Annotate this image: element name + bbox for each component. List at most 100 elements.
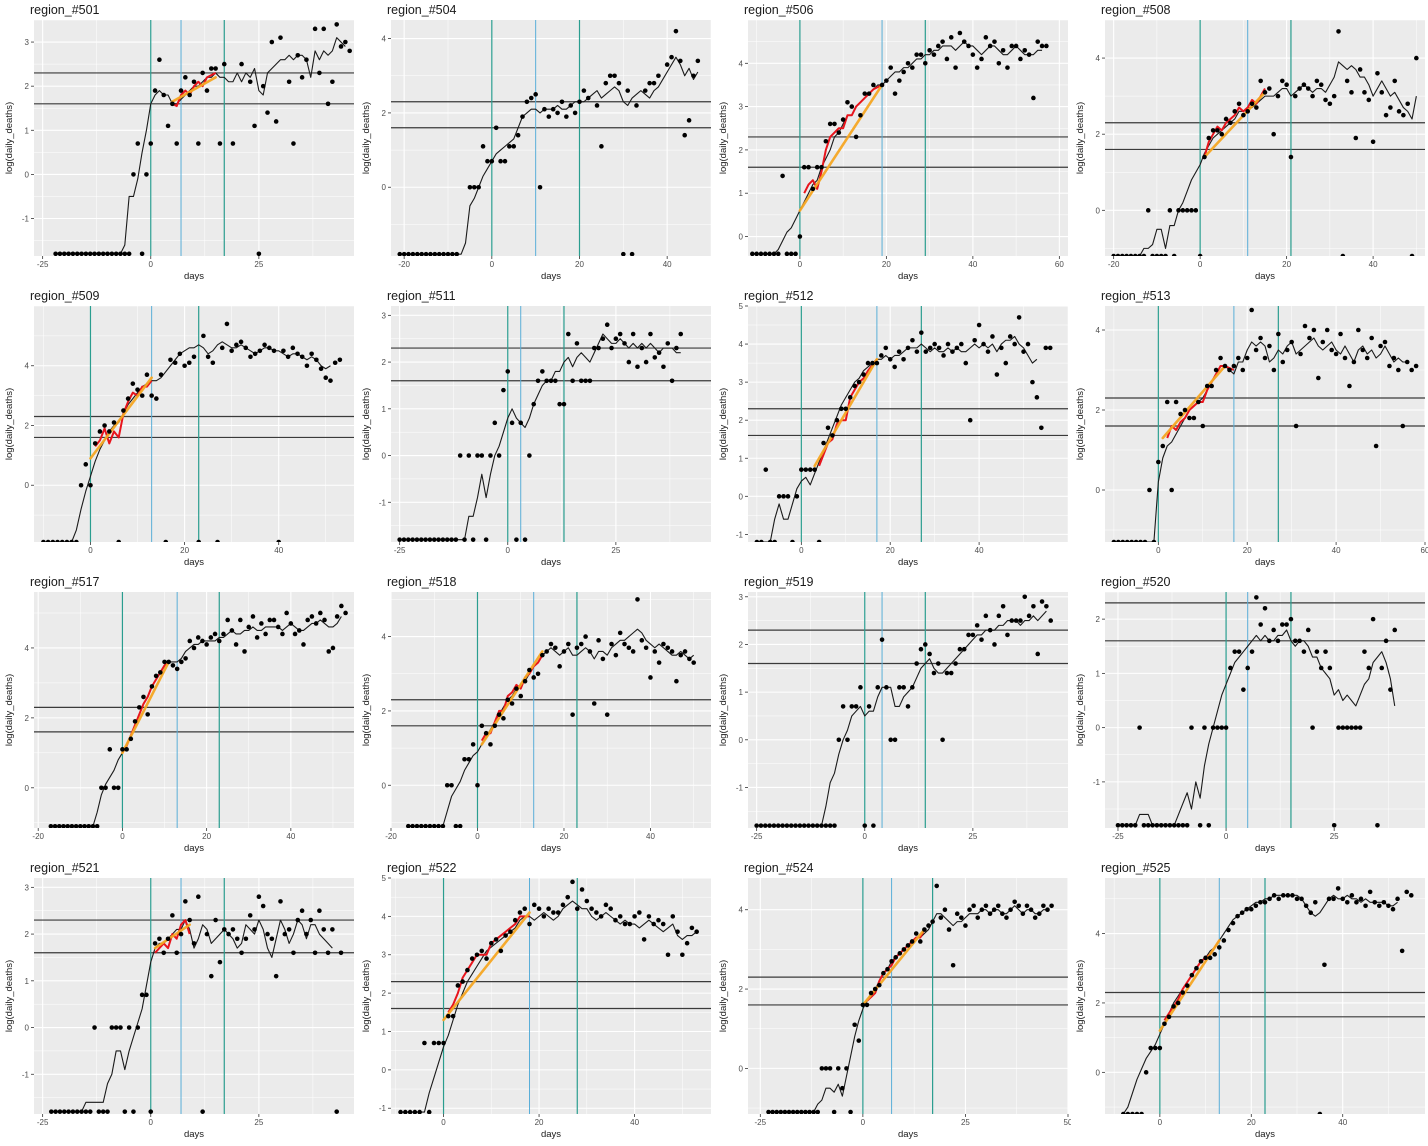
plot-area bbox=[1105, 592, 1425, 828]
data-point bbox=[613, 336, 619, 342]
data-point bbox=[157, 57, 162, 63]
data-point bbox=[1200, 423, 1206, 429]
data-point bbox=[243, 345, 249, 351]
data-point bbox=[107, 747, 113, 752]
data-point bbox=[1044, 43, 1049, 49]
data-point bbox=[475, 782, 480, 788]
data-point bbox=[262, 342, 267, 348]
chart-panel: region_#521 -25 0 25 -1 0 1 2 3 days log(daily_dea… bbox=[4, 861, 354, 1140]
data-point bbox=[457, 453, 463, 458]
y-axis-label: log(daily_deaths) bbox=[718, 102, 729, 174]
data-point bbox=[527, 667, 532, 673]
data-point bbox=[596, 638, 601, 643]
data-point bbox=[1218, 355, 1223, 361]
data-point bbox=[778, 1109, 784, 1114]
data-point bbox=[1157, 1045, 1163, 1051]
data-point bbox=[444, 782, 450, 788]
data-point bbox=[339, 603, 344, 609]
data-point bbox=[540, 652, 545, 658]
data-point bbox=[1297, 638, 1302, 644]
data-point bbox=[128, 736, 134, 742]
data-point bbox=[115, 785, 121, 791]
data-point bbox=[170, 663, 176, 668]
data-point bbox=[312, 26, 318, 32]
data-point bbox=[187, 917, 192, 923]
data-point bbox=[1248, 906, 1254, 912]
data-point bbox=[1349, 893, 1355, 898]
data-point bbox=[1194, 965, 1199, 971]
data-point bbox=[970, 632, 976, 638]
data-point bbox=[896, 349, 902, 354]
plot-panel bbox=[748, 878, 1068, 1114]
data-point bbox=[594, 910, 599, 915]
data-point bbox=[265, 110, 270, 115]
y-tick-label: 2 bbox=[739, 985, 744, 994]
data-point bbox=[183, 656, 188, 661]
chart-panel: region_#518 -20 0 20 40 0 2 4 days log(daily_deat… bbox=[361, 575, 711, 854]
data-point bbox=[1210, 128, 1216, 133]
data-point bbox=[546, 114, 552, 119]
x-tick-label: -25 bbox=[755, 1118, 767, 1127]
data-point bbox=[888, 65, 894, 70]
data-point bbox=[406, 251, 411, 256]
data-point bbox=[488, 940, 494, 946]
data-point bbox=[661, 641, 666, 647]
data-point bbox=[1226, 927, 1231, 933]
data-point bbox=[992, 642, 997, 647]
data-point bbox=[1021, 349, 1026, 354]
data-point bbox=[1215, 725, 1220, 730]
x-axis-label: days bbox=[541, 271, 561, 282]
data-point bbox=[493, 937, 499, 942]
data-point bbox=[201, 333, 206, 339]
data-point bbox=[1022, 594, 1028, 600]
plot-panel bbox=[34, 878, 354, 1114]
data-point bbox=[661, 364, 666, 370]
data-point bbox=[83, 251, 89, 256]
data-point bbox=[405, 823, 411, 828]
data-point bbox=[1141, 822, 1147, 828]
chart-title: region_#521 bbox=[30, 861, 100, 875]
data-point bbox=[551, 910, 556, 915]
data-point bbox=[436, 1040, 442, 1046]
data-point bbox=[295, 52, 301, 58]
data-point bbox=[219, 345, 225, 351]
data-point bbox=[280, 631, 285, 637]
data-point bbox=[884, 78, 889, 83]
data-point bbox=[1216, 945, 1222, 950]
data-point bbox=[120, 747, 125, 752]
data-point bbox=[70, 251, 76, 256]
data-point bbox=[401, 537, 407, 542]
data-point bbox=[797, 234, 803, 239]
plot-panel bbox=[34, 592, 354, 828]
data-point bbox=[1175, 1000, 1181, 1006]
x-tick-label: 40 bbox=[975, 546, 984, 555]
data-point bbox=[1344, 899, 1350, 905]
data-point bbox=[295, 351, 300, 357]
data-point bbox=[1154, 822, 1160, 828]
data-point bbox=[1196, 399, 1201, 405]
data-point bbox=[603, 902, 609, 908]
data-point bbox=[587, 378, 593, 384]
data-point bbox=[1145, 822, 1151, 828]
chart-panel: region_#520 -25 0 25 -1 0 1 2 days log(daily_deat… bbox=[1075, 575, 1425, 854]
data-point bbox=[866, 91, 872, 96]
data-point bbox=[483, 730, 489, 736]
data-point bbox=[1245, 109, 1251, 114]
x-tick-label: 0 bbox=[798, 260, 803, 269]
data-point bbox=[233, 642, 239, 647]
data-point bbox=[866, 704, 872, 709]
data-point bbox=[166, 659, 172, 665]
data-point bbox=[1279, 78, 1285, 84]
x-tick-label: 0 bbox=[441, 1118, 446, 1127]
data-point bbox=[1116, 539, 1121, 542]
data-point bbox=[397, 251, 403, 256]
data-point bbox=[334, 22, 340, 27]
chart-title: region_#518 bbox=[387, 575, 457, 589]
data-point bbox=[979, 56, 984, 62]
data-point bbox=[1392, 627, 1398, 633]
y-tick-label: 4 bbox=[1096, 930, 1101, 939]
data-point bbox=[496, 453, 502, 458]
data-point bbox=[470, 537, 476, 542]
data-point bbox=[305, 617, 310, 623]
data-point bbox=[1387, 363, 1392, 369]
